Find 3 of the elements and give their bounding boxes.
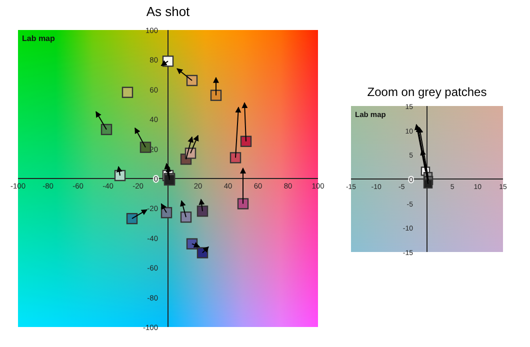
chart-title: As shot — [146, 4, 190, 19]
chart-title: Zoom on grey patches — [367, 85, 487, 99]
annotation: Lab map — [22, 34, 56, 43]
